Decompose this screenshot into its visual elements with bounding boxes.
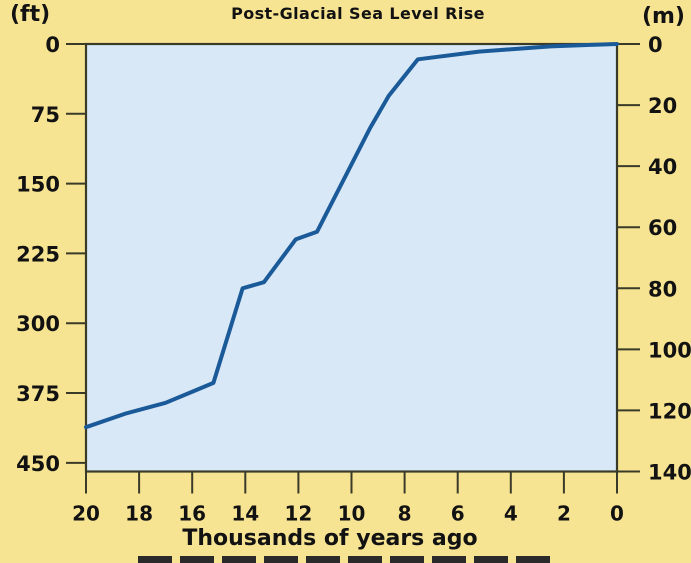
- x-axis-tick-label: 10: [338, 502, 366, 526]
- left-axis-tick-label: 450: [16, 452, 60, 476]
- x-axis-tick-label: 6: [451, 502, 465, 526]
- plot-border: [84, 42, 619, 473]
- right-axis-tick-label: 40: [648, 155, 677, 179]
- x-axis-tick-label: 16: [178, 502, 206, 526]
- x-axis-tick-label: 8: [398, 502, 412, 526]
- left-axis-tick-label: 300: [16, 312, 60, 336]
- right-axis-tick-label: 20: [648, 94, 677, 118]
- x-axis-tick-label: 0: [610, 502, 624, 526]
- left-axis-tick-label: 225: [16, 242, 60, 266]
- right-axis-tick-label: 80: [648, 277, 677, 301]
- x-axis-tick-label: 4: [504, 502, 518, 526]
- x-axis-title: Thousands of years ago: [182, 526, 478, 551]
- right-axis-tick-label: 120: [648, 399, 691, 423]
- chart-title: Post-Glacial Sea Level Rise: [231, 4, 485, 23]
- x-axis-tick-label: 14: [231, 502, 259, 526]
- right-axis-tick-label: 60: [648, 216, 677, 240]
- plot-area: [86, 44, 617, 472]
- right-axis-unit-label: (m): [641, 4, 685, 29]
- cropped-text-fragment: [138, 556, 558, 563]
- left-axis-tick-label: 75: [31, 103, 60, 127]
- right-axis-tick-label: 140: [648, 461, 691, 485]
- left-axis-tick-label: 0: [45, 33, 60, 57]
- x-axis-tick-label: 18: [125, 502, 153, 526]
- x-axis-tick-label: 2: [557, 502, 571, 526]
- left-axis-unit-label: (ft): [10, 2, 51, 27]
- x-axis-tick-label: 20: [72, 502, 100, 526]
- sea-level-curve: [84, 42, 619, 430]
- right-axis-tick-label: 0: [648, 33, 663, 57]
- left-axis-tick-label: 375: [16, 382, 60, 406]
- right-axis-tick-label: 100: [648, 338, 691, 362]
- left-axis-tick-label: 150: [16, 173, 60, 197]
- x-axis-tick-label: 12: [284, 502, 312, 526]
